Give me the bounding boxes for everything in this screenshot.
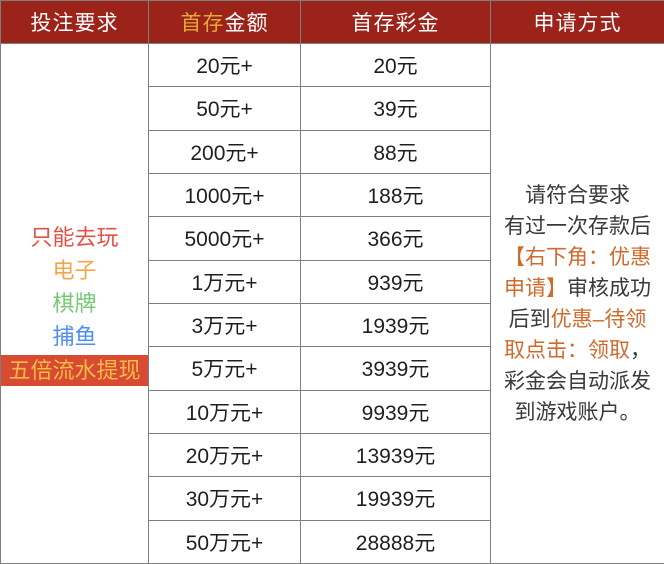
bonus-amount-cell: 19939元 <box>300 476 491 521</box>
application-text-segment: 审核成功 <box>567 276 651 300</box>
bonus-amount-cell: 39元 <box>300 86 491 131</box>
application-text-segment: 请符合要求 <box>525 183 630 207</box>
deposit-amount-cell: 3万元+ <box>148 302 301 348</box>
deposit-amount-cell: 20万元+ <box>148 432 301 478</box>
application-line: 请符合要求 <box>492 180 664 211</box>
deposit-amount-cell: 200元+ <box>148 129 301 174</box>
application-line: 【右下角：优惠 <box>492 242 664 273</box>
bonus-amount-cell: 1939元 <box>300 302 491 348</box>
table-row: 只能去玩 电子 棋牌 捕鱼 五倍流水提现 20元+ 20元 请符合要求 有过一次存款后 【右下角：… <box>0 42 664 564</box>
application-text-segment: 有过一次存款后 <box>504 214 651 238</box>
header-amount-white-part: 金额 <box>224 12 269 35</box>
deposit-amount-cell: 10万元+ <box>148 389 301 434</box>
deposit-amount-cell: 5万元+ <box>148 346 301 391</box>
header-first-deposit-amount: 首存金额 <box>148 0 301 44</box>
application-text-segment: 到游戏账户。 <box>514 400 641 424</box>
requirement-line: 电子 <box>52 258 97 283</box>
application-text-segment: 取点击：领取 <box>504 338 630 362</box>
application-text-segment: 彩金会自动派发 <box>504 369 651 393</box>
table-row: 1000元+ 188元 <box>1 172 664 218</box>
header-betting-requirements: 投注要求 <box>0 0 149 44</box>
bonus-amount-cell: 13939元 <box>300 432 491 478</box>
deposit-amount-cell: 50元+ <box>148 86 301 131</box>
requirement-line: 棋牌 <box>52 291 97 316</box>
application-method-cell: 请符合要求 有过一次存款后 【右下角：优惠 申请】审核成功 后到优惠–待领 取点击：领取，… <box>490 43 664 564</box>
betting-requirements-cell: 只能去玩电子棋牌捕鱼五倍流水提现 <box>0 43 149 564</box>
application-text-segment: 【右下角：优惠 <box>504 245 651 269</box>
table-row: 30万元+ 19939元 <box>1 476 664 521</box>
bonus-amount-cell: 20元 <box>300 42 491 88</box>
header-amount-gold-part: 首存 <box>180 12 225 35</box>
deposit-amount-cell: 1万元+ <box>148 259 301 304</box>
bonus-amount-cell: 366元 <box>300 216 491 261</box>
deposit-amount-cell: 1000元+ <box>148 172 301 218</box>
application-line: 取点击：领取， <box>492 335 664 366</box>
bonus-amount-cell: 9939元 <box>300 389 491 434</box>
requirement-line: 五倍流水提现 <box>1 355 148 386</box>
table-row: 50元+ 39元 <box>1 86 664 131</box>
table-row: 1万元+ 939元 <box>1 259 664 304</box>
application-text-segment: ， <box>630 338 651 362</box>
table-row: 5000元+ 366元 <box>1 216 664 261</box>
header-application-method: 申请方式 <box>490 0 664 44</box>
application-text-segment: 后到 <box>508 307 551 331</box>
application-line: 后到优惠–待领 <box>492 304 664 335</box>
bonus-amount-cell: 88元 <box>300 129 491 174</box>
deposit-amount-cell: 5000元+ <box>148 216 301 261</box>
application-line: 彩金会自动派发 <box>492 366 664 397</box>
application-line: 到游戏账户。 <box>492 397 664 428</box>
header-row: 投注要求 首存金额 首存彩金 申请方式 <box>0 0 664 44</box>
application-line: 申请】审核成功 <box>492 273 664 304</box>
table-row: 5万元+ 3939元 <box>1 346 664 391</box>
bonus-amount-cell: 3939元 <box>300 346 491 391</box>
application-line: 有过一次存款后 <box>492 211 664 242</box>
application-text-segment: 优惠–待领 <box>550 307 647 331</box>
bonus-amount-cell: 188元 <box>300 172 491 218</box>
header-first-deposit-bonus: 首存彩金 <box>300 0 491 44</box>
requirement-line: 只能去玩 <box>30 225 119 250</box>
bonus-amount-cell: 28888元 <box>300 519 491 564</box>
bonus-amount-cell: 939元 <box>300 259 491 304</box>
deposit-amount-cell: 20元+ <box>148 42 301 88</box>
application-text-segment: 申请】 <box>504 276 567 300</box>
deposit-amount-cell: 50万元+ <box>148 519 301 564</box>
table-row: 50万元+ 28888元 <box>1 519 664 564</box>
table-row: 200元+ 88元 <box>1 129 664 174</box>
table-row: 10万元+ 9939元 <box>1 389 664 434</box>
requirement-line: 捕鱼 <box>52 324 97 349</box>
deposit-amount-cell: 30万元+ <box>148 476 301 521</box>
table-row: 3万元+ 1939元 <box>1 302 664 348</box>
